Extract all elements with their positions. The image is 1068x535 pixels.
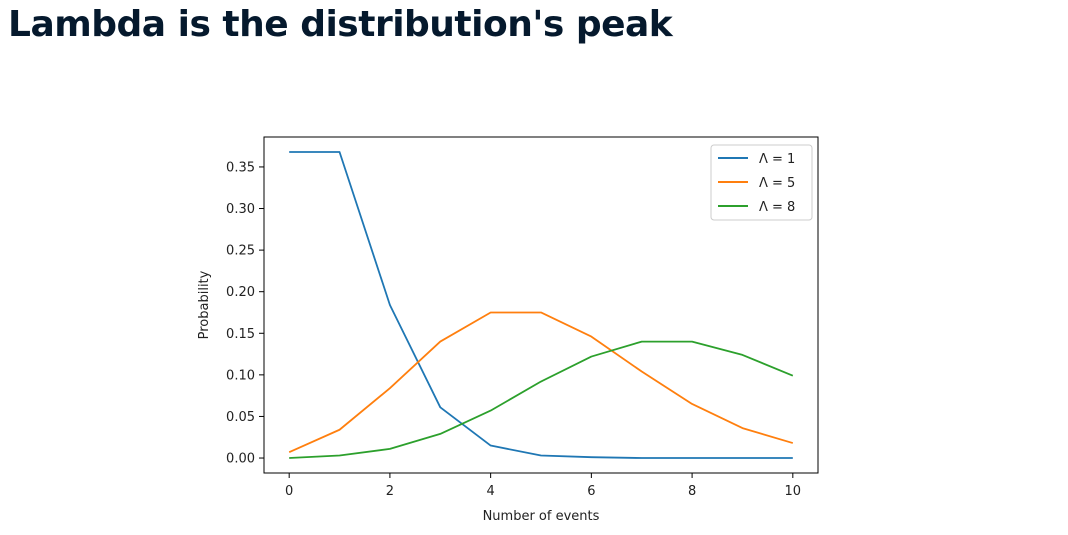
x-axis-label: Number of events [483,509,600,524]
x-tick-label: 6 [587,484,595,499]
y-tick-label: 0.05 [226,410,255,425]
y-tick-label: 0.00 [226,452,255,467]
x-tick-label: 4 [486,484,494,499]
page-title: Lambda is the distribution's peak [8,4,673,45]
y-tick-label: 0.30 [226,202,255,217]
y-tick-label: 0.20 [226,285,255,300]
x-tick-label: 0 [285,484,293,499]
y-tick-label: 0.35 [226,160,255,175]
y-tick-label: 0.10 [226,368,255,383]
series-lines [288,151,794,459]
y-tick-label: 0.15 [226,327,255,342]
axis-ticks: 0 2 4 6 8 10 0.00 0.05 0.10 0.15 0.20 0.25 0.30 0.35 [226,160,801,499]
series-line [288,311,794,454]
plot-frame [263,136,819,474]
legend-label: Λ = 5 [759,176,795,191]
x-tick-label: 10 [785,484,802,499]
legend-box [710,144,813,221]
y-tick-label: 0.25 [226,244,255,259]
series-line [289,151,793,459]
legend: Λ = 1 Λ = 5 Λ = 8 [710,144,813,221]
legend-label: Λ = 1 [759,152,795,167]
legend-label: Λ = 8 [759,200,795,215]
y-axis-label: Probability [197,270,212,339]
x-tick-label: 8 [688,484,696,499]
series-line [289,340,794,459]
x-tick-label: 2 [386,484,394,499]
